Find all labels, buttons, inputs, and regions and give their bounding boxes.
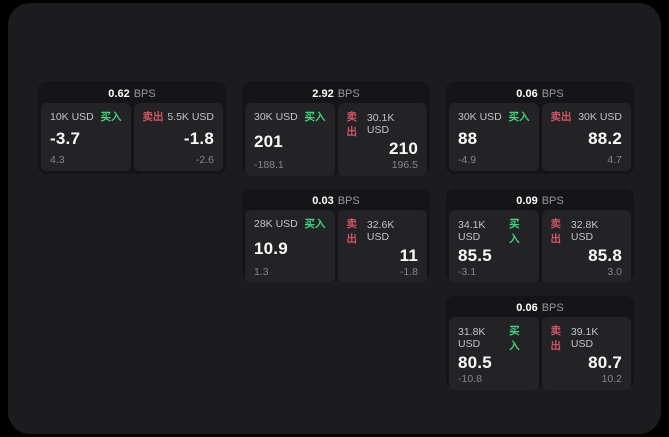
bps-value: 2.92 (312, 88, 334, 100)
bps-unit-label: BPS (541, 195, 564, 207)
bps-unit-label: BPS (541, 88, 564, 100)
sell-amount: 39.1K USD (570, 326, 599, 350)
bps-header: 0.62 BPS (41, 85, 223, 103)
sell-side-label: 卖出 (346, 218, 358, 245)
buy-price: 88 (458, 129, 478, 148)
sell-amount: 32.6K USD (366, 219, 395, 243)
buy-panel[interactable]: 34.1K USD 买入 85.5 -3.1 (449, 210, 539, 283)
bps-value: 0.06 (516, 302, 538, 314)
buy-delta: 1.3 (254, 266, 269, 278)
sell-delta: 196.5 (391, 159, 418, 171)
buy-panel[interactable]: 30K USD 买入 88 -4.9 (449, 103, 539, 171)
buy-panel[interactable]: 31.8K USD 买入 80.5 -10.8 (449, 317, 539, 390)
bps-value: 0.62 (108, 88, 130, 100)
buy-price: -3.7 (50, 129, 81, 148)
bps-value: 0.06 (516, 88, 538, 100)
buy-amount: 31.8K USD (458, 326, 486, 350)
buy-panel[interactable]: 28K USD 买入 10.9 1.3 (245, 210, 335, 283)
bps-value: 0.03 (312, 195, 334, 207)
sell-panel[interactable]: 卖出 32.6K USD 11 -1.8 (337, 210, 427, 283)
sell-panel[interactable]: 卖出 39.1K USD 80.7 10.2 (541, 317, 631, 390)
bps-unit-label: BPS (337, 195, 360, 207)
sell-price: 80.7 (588, 353, 622, 372)
quote-card-4[interactable]: 0.03 BPS 28K USD 买入 10.9 1.3 卖出 32.6K US… (242, 189, 430, 283)
buy-side-label: 买入 (304, 218, 326, 230)
sell-panel[interactable]: 卖出 32.8K USD 85.8 3.0 (541, 210, 631, 283)
sell-price: 11 (399, 246, 418, 265)
buy-price: 85.5 (458, 246, 492, 265)
buy-delta: -188.1 (254, 159, 284, 171)
quote-card-6[interactable]: 0.06 BPS 31.8K USD 买入 80.5 -10.8 卖出 39.1… (446, 296, 634, 390)
buy-amount: 28K USD (254, 217, 298, 230)
bps-header: 2.92 BPS (245, 85, 427, 103)
sell-side-label: 卖出 (142, 111, 164, 123)
sell-amount: 30K USD (578, 110, 622, 123)
sell-panel[interactable]: 卖出 5.5K USD -1.8 -2.6 (133, 103, 223, 171)
quote-card-2[interactable]: 2.92 BPS 30K USD 买入 201 -188.1 卖出 30.1K … (242, 82, 430, 176)
quote-card-grid: 0.62 BPS 10K USD 买入 -3.7 4.3 卖出 5.5K USD (38, 82, 634, 390)
quote-card-5[interactable]: 0.09 BPS 34.1K USD 买入 85.5 -3.1 卖出 32.8K… (446, 189, 634, 283)
sell-price: 85.8 (588, 246, 622, 265)
sell-amount: 30.1K USD (366, 112, 395, 136)
quote-card-1[interactable]: 0.62 BPS 10K USD 买入 -3.7 4.3 卖出 5.5K USD (38, 82, 226, 174)
bps-unit-label: BPS (541, 302, 564, 314)
buy-amount: 30K USD (254, 110, 298, 123)
buy-delta: -4.9 (458, 154, 477, 166)
sell-price: 210 (389, 139, 418, 158)
app-frame: 0.62 BPS 10K USD 买入 -3.7 4.3 卖出 5.5K USD (8, 3, 661, 434)
buy-side-label: 买入 (304, 111, 326, 123)
buy-side-label: 买入 (508, 111, 530, 123)
buy-amount: 34.1K USD (458, 219, 486, 243)
buy-panel[interactable]: 30K USD 买入 201 -188.1 (245, 103, 335, 176)
sell-side-label: 卖出 (550, 111, 572, 123)
buy-side-label: 买入 (509, 325, 520, 352)
sell-delta: -2.6 (195, 154, 214, 166)
sell-delta: 10.2 (601, 373, 622, 385)
bps-value: 0.09 (516, 195, 538, 207)
sell-delta: 3.0 (607, 266, 622, 278)
buy-panel[interactable]: 10K USD 买入 -3.7 4.3 (41, 103, 131, 171)
sell-side-label: 卖出 (346, 111, 358, 138)
bps-unit-label: BPS (337, 88, 360, 100)
buy-delta: -3.1 (458, 266, 477, 278)
sell-panel[interactable]: 卖出 30.1K USD 210 196.5 (337, 103, 427, 176)
bps-header: 0.09 BPS (449, 192, 631, 210)
bps-header: 0.06 BPS (449, 85, 631, 103)
sell-amount: 5.5K USD (167, 110, 214, 123)
sell-side-label: 卖出 (550, 218, 562, 245)
buy-delta: 4.3 (50, 154, 65, 166)
buy-price: 80.5 (458, 353, 492, 372)
buy-side-label: 买入 (509, 218, 520, 245)
bps-header: 0.06 BPS (449, 299, 631, 317)
buy-amount: 10K USD (50, 110, 94, 123)
sell-panel[interactable]: 卖出 30K USD 88.2 4.7 (541, 103, 631, 171)
buy-price: 201 (254, 131, 283, 151)
sell-delta: 4.7 (607, 154, 622, 166)
bps-unit-label: BPS (133, 88, 156, 100)
buy-price: 10.9 (254, 238, 288, 258)
buy-amount: 30K USD (458, 110, 502, 123)
buy-delta: -10.8 (458, 373, 482, 385)
sell-side-label: 卖出 (550, 325, 562, 352)
sell-amount: 32.8K USD (570, 219, 599, 243)
sell-delta: -1.8 (399, 266, 418, 278)
sell-price: 88.2 (588, 129, 622, 148)
quote-card-3[interactable]: 0.06 BPS 30K USD 买入 88 -4.9 卖出 30K USD (446, 82, 634, 174)
buy-side-label: 买入 (100, 111, 122, 123)
bps-header: 0.03 BPS (245, 192, 427, 210)
sell-price: -1.8 (183, 129, 214, 148)
